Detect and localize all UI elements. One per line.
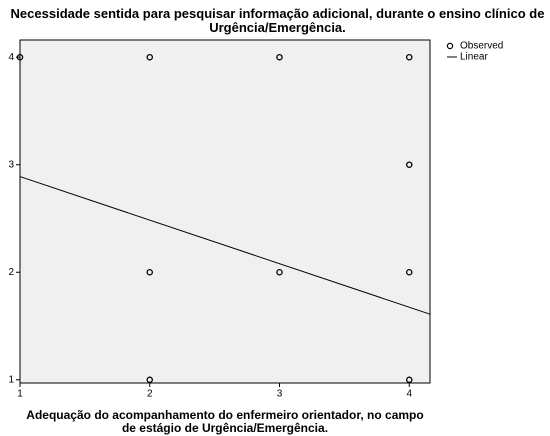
y-tick-label: 2 — [8, 267, 14, 278]
point — [405, 269, 413, 276]
point — [146, 376, 153, 384]
x-tick-label: 1 — [17, 389, 23, 400]
y-tick-label: 1 — [8, 374, 14, 385]
plot-area — [19, 39, 431, 384]
point — [276, 269, 283, 276]
point — [146, 269, 153, 276]
point — [276, 53, 283, 61]
legend-label: Linear — [460, 52, 488, 63]
point — [405, 376, 413, 384]
x-tick-label: 2 — [147, 389, 153, 400]
legend-label: Observed — [460, 41, 503, 52]
chart-title: Necessidade sentida para pesquisar infor… — [10, 6, 545, 35]
legend-swatch — [446, 42, 454, 50]
y-tick-label: 3 — [8, 159, 14, 170]
point — [405, 53, 413, 61]
y-tick-label: 4 — [8, 52, 14, 63]
fit-line — [19, 176, 431, 315]
point — [146, 53, 153, 61]
point — [405, 161, 413, 168]
x-tick-label: 4 — [406, 389, 412, 400]
point — [16, 53, 24, 61]
x-tick-label: 3 — [277, 389, 283, 400]
x-axis-label: Adequação do acompanhamento do enfermeir… — [26, 408, 424, 435]
